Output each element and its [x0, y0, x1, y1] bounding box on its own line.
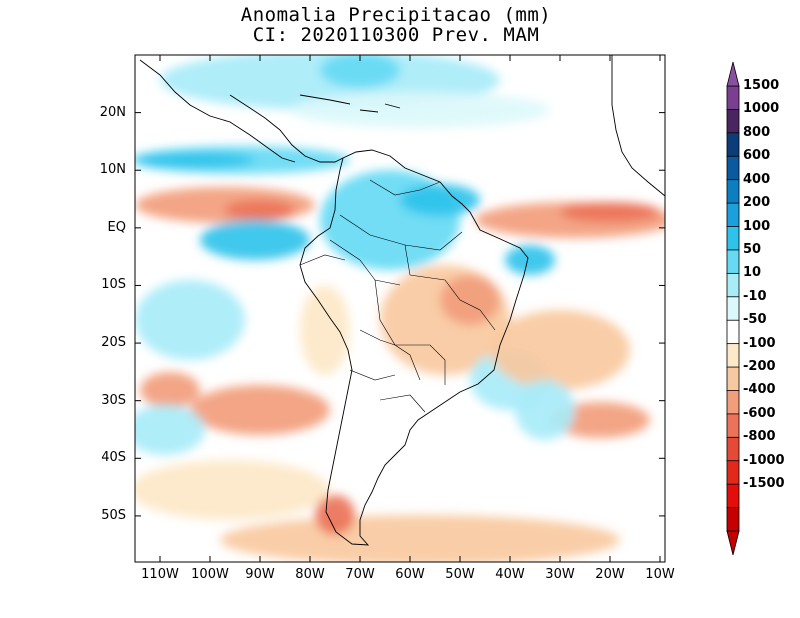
colorbar-swatch [726, 85, 740, 111]
plot-frame [134, 54, 666, 563]
colorbar-swatch [726, 249, 740, 275]
colorbar-label: 1000 [743, 101, 780, 117]
colorbar-swatch [726, 436, 740, 462]
colorbar-swatch [726, 366, 740, 392]
dry-region-southern-ocean [135, 460, 330, 520]
colorbar-label: -100 [743, 335, 776, 351]
lon-label: 90W [245, 567, 275, 582]
dry-core-patagonia [315, 495, 355, 535]
lon-label: 10W [645, 567, 675, 582]
colorbar-label: -1500 [743, 476, 785, 492]
colorbar-label: 400 [743, 171, 771, 187]
colorbar-label: -1000 [743, 452, 785, 468]
colorbar-swatch [726, 179, 740, 205]
lon-label: 20W [595, 567, 625, 582]
lon-label: 60W [395, 567, 425, 582]
colorbar-label: 800 [743, 124, 771, 140]
lon-label: 80W [295, 567, 325, 582]
dry-core-south-atlantic [550, 402, 650, 438]
colorbar-swatch [726, 296, 740, 322]
colorbar-label: 600 [743, 148, 771, 164]
colorbar-label: 100 [743, 218, 771, 234]
colorbar [726, 61, 740, 556]
lon-label: 70W [345, 567, 375, 582]
colorbar-swatch [726, 460, 740, 486]
colorbar-top-arrow [726, 61, 740, 87]
colorbar-swatch [726, 155, 740, 181]
lat-label: EQ [107, 219, 126, 235]
wet-blob-pacific-south [200, 220, 310, 260]
colorbar-label: -10 [743, 288, 767, 304]
colorbar-label: 10 [743, 265, 762, 281]
lon-label: 110W [141, 567, 179, 582]
dry-core-equatorial-atlantic [560, 202, 660, 222]
wet-region-atlantic-north [290, 92, 550, 128]
dry-region-south-pacific [190, 385, 330, 435]
lon-label: 50W [445, 567, 475, 582]
colorbar-label: -600 [743, 405, 776, 421]
map-title: Anomalia Precipitacao (mm) [240, 4, 552, 26]
colorbar-swatch [726, 343, 740, 368]
south-america-coast [299, 149, 529, 546]
central-america-coast [229, 94, 344, 163]
wet-core-itcz-pacific [135, 152, 255, 168]
colorbar-swatch [726, 507, 740, 532]
colorbar-label: 200 [743, 195, 771, 211]
lat-label: 30S [101, 392, 126, 408]
lat-label: 20N [99, 104, 126, 120]
colorbar-swatch [726, 413, 740, 439]
dry-core-central-brazil [440, 275, 500, 325]
colorbar-bottom-arrow [726, 530, 740, 556]
lon-label: 30W [545, 567, 575, 582]
colorbar-label: 1500 [743, 78, 780, 93]
africa-coast [611, 55, 665, 197]
lon-label: 100W [191, 567, 229, 582]
colorbar-label: -800 [743, 429, 776, 445]
wet-core-ne-brazil-coast [505, 245, 555, 275]
lat-label: 50S [101, 507, 126, 523]
colorbar-swatch [726, 202, 740, 228]
dry-core-south-pacific-west [140, 372, 200, 408]
lat-label: 20S [101, 335, 126, 351]
colorbar-swatch [726, 226, 740, 251]
lat-label: 10S [101, 277, 126, 293]
colorbar-swatch [726, 483, 740, 509]
lat-label: 40S [101, 450, 126, 466]
mexico-coast [139, 59, 296, 163]
lon-label: 40W [495, 567, 525, 582]
colorbar-swatch [726, 319, 740, 345]
colorbar-label: -200 [743, 359, 776, 375]
colorbar-swatch [726, 109, 740, 134]
wet-region-south-pacific-west [135, 405, 205, 455]
axis-ticks [135, 55, 665, 562]
wet-region-south-pacific [135, 280, 245, 360]
colorbar-label: 50 [743, 241, 762, 257]
coastlines [139, 55, 665, 546]
dry-core-equatorial-pacific [225, 200, 295, 220]
colorbar-swatch [726, 132, 740, 158]
map-subtitle: CI: 2020110300 Prev. MAM [252, 24, 540, 46]
anomaly-field [135, 55, 665, 562]
wet-core-guianas [400, 184, 480, 216]
dry-region-west-coast [300, 285, 350, 375]
dry-region-south-atlantic [490, 310, 630, 390]
country-borders [299, 179, 496, 413]
colorbar-swatch [726, 390, 740, 415]
wet-region-south-atlantic [515, 380, 575, 440]
lat-label: 10N [99, 162, 126, 178]
colorbar-label: -400 [743, 382, 776, 398]
colorbar-swatch [726, 272, 740, 298]
colorbar-label: -50 [743, 312, 767, 328]
wet-core-caribbean [320, 55, 400, 88]
caribbean-islands [299, 94, 401, 113]
